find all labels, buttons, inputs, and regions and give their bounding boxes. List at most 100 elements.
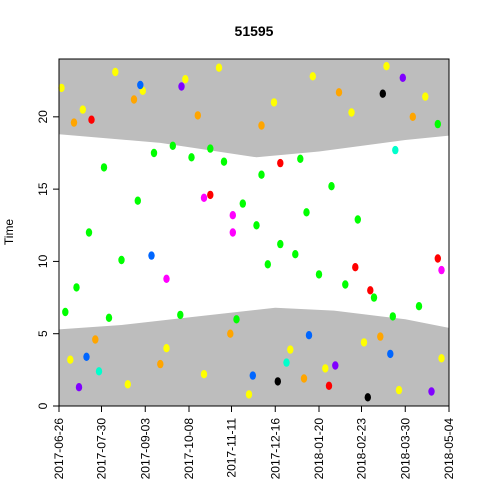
data-point-8-2 — [274, 377, 281, 386]
background-band-layer — [59, 59, 449, 406]
x-tick-label-9: 2018-05-04 — [442, 418, 456, 480]
data-point-5-4 — [428, 387, 435, 396]
data-point-4-1 — [148, 251, 155, 260]
data-point-3-0 — [88, 115, 95, 124]
x-tick-label-1: 2017-07-30 — [95, 418, 109, 480]
data-point-5-2 — [332, 361, 339, 370]
data-point-8-0 — [379, 89, 386, 98]
data-point-2-2 — [194, 111, 201, 120]
data-point-2-10 — [377, 332, 384, 341]
x-tick-label-7: 2018-02-23 — [355, 418, 369, 480]
data-point-6-1 — [229, 228, 236, 237]
data-point-0-2 — [85, 228, 93, 237]
data-point-0-11 — [239, 199, 246, 208]
y-tick-label-4: 20 — [36, 110, 50, 124]
data-point-0-15 — [292, 250, 299, 259]
data-point-7-0 — [95, 367, 103, 376]
x-tick-label-4: 2017-11-11 — [225, 418, 239, 478]
x-tick-label-2: 2017-09-03 — [138, 418, 152, 480]
data-point-0-14 — [277, 239, 284, 249]
data-point-1-1 — [79, 105, 87, 114]
data-point-2-8 — [227, 329, 234, 338]
x-tick-label-0: 2017-06-26 — [52, 418, 66, 480]
data-point-5-0 — [75, 383, 83, 392]
data-point-1-20 — [438, 354, 445, 363]
data-point-0-7 — [169, 141, 176, 150]
data-point-5-3 — [399, 73, 406, 83]
data-point-0-28 — [258, 170, 265, 179]
data-point-1-12 — [124, 380, 131, 389]
x-tick-label-3: 2017-10-08 — [182, 418, 196, 480]
data-point-1-18 — [360, 338, 368, 347]
data-point-2-9 — [300, 374, 308, 383]
data-point-3-2 — [277, 158, 284, 168]
data-point-0-24 — [434, 119, 441, 129]
y-tick-label-0: 0 — [36, 402, 50, 409]
x-tick-label-5: 2017-12-16 — [268, 418, 282, 480]
data-point-2-3 — [258, 121, 265, 130]
x-tick-label-8: 2018-03-30 — [398, 418, 412, 480]
data-point-0-17 — [315, 270, 323, 279]
data-point-0-25 — [105, 313, 113, 322]
data-point-0-29 — [297, 154, 304, 163]
data-point-0-8 — [188, 153, 195, 162]
data-point-6-0 — [229, 211, 236, 220]
data-point-4-3 — [305, 331, 313, 340]
data-point-0-4 — [118, 255, 125, 265]
data-point-3-3 — [352, 263, 359, 272]
data-point-0-19 — [342, 280, 349, 289]
chart-title: 51595 — [235, 23, 274, 39]
data-point-6-3 — [163, 274, 170, 283]
y-tick-label-1: 5 — [36, 330, 50, 337]
data-point-7-2 — [392, 145, 399, 155]
data-point-6-2 — [200, 193, 208, 202]
data-point-0-27 — [233, 315, 240, 324]
data-point-4-0 — [83, 352, 90, 361]
data-point-0-16 — [303, 208, 310, 217]
data-point-7-1 — [283, 358, 290, 367]
data-point-2-4 — [335, 88, 343, 97]
y-tick-label-3: 15 — [36, 182, 50, 196]
data-point-8-1 — [364, 393, 371, 402]
data-point-1-8 — [348, 108, 355, 117]
data-point-3-4 — [434, 254, 441, 263]
data-point-0-1 — [73, 283, 80, 292]
data-point-0-9 — [207, 144, 214, 153]
data-point-1-11 — [67, 355, 74, 364]
background-band-1 — [59, 307, 449, 406]
y-axis-label: Time — [2, 219, 16, 246]
y-tick-label-2: 10 — [36, 254, 50, 268]
data-point-4-2 — [249, 371, 256, 380]
data-point-1-16 — [287, 345, 294, 354]
data-point-0-13 — [264, 260, 271, 269]
data-point-1-10 — [422, 92, 429, 101]
data-point-0-3 — [100, 163, 108, 172]
data-point-1-17 — [322, 364, 329, 373]
data-point-1-7 — [309, 72, 316, 81]
data-point-0-6 — [150, 148, 158, 158]
data-point-1-19 — [395, 385, 403, 395]
y-axis: 0 5 10 15 20 — [36, 110, 60, 409]
data-point-5-1 — [178, 82, 185, 91]
data-point-3-1 — [207, 190, 214, 200]
data-point-2-1 — [130, 95, 138, 104]
data-point-1-2 — [112, 67, 119, 77]
data-point-3-5 — [325, 381, 333, 390]
points-layer — [58, 61, 445, 402]
data-point-2-5 — [409, 112, 416, 122]
data-point-2-0 — [70, 118, 78, 127]
data-point-1-15 — [245, 390, 253, 399]
data-point-0-12 — [253, 221, 260, 230]
x-tick-label-6: 2018-01-20 — [312, 418, 326, 480]
data-point-1-5 — [215, 63, 223, 72]
data-point-0-20 — [354, 215, 361, 224]
data-point-0-0 — [62, 307, 69, 317]
data-point-6-4 — [438, 265, 445, 275]
x-axis: 2017-06-26 2017-07-30 2017-09-03 2017-10-08… — [52, 405, 456, 480]
data-point-1-13 — [163, 344, 170, 353]
data-point-3-6 — [367, 286, 374, 295]
data-point-0-21 — [370, 293, 378, 302]
data-point-1-0 — [58, 83, 65, 93]
